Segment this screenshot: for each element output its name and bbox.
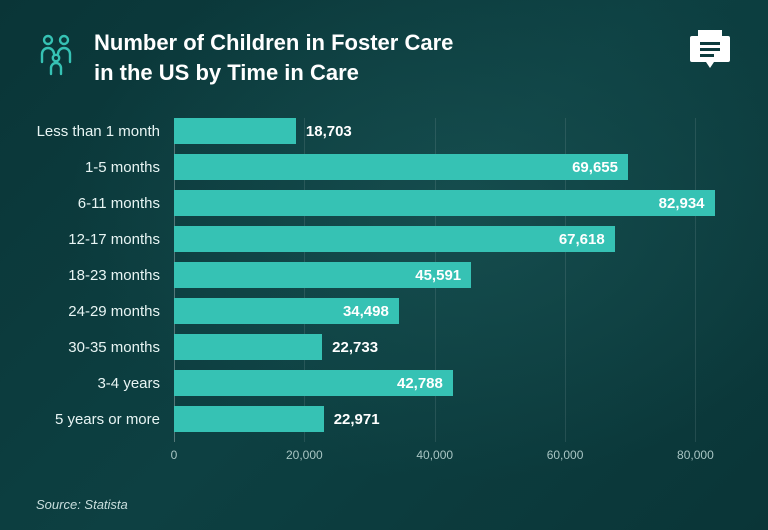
category-label: 1-5 months	[85, 159, 160, 176]
bar-row: 6-11 months82,934	[174, 190, 728, 216]
bar-chart: Less than 1 month18,7031-5 months69,6556…	[36, 118, 728, 470]
source-attribution: Source: Statista	[36, 497, 128, 512]
category-label: 30-35 months	[68, 339, 160, 356]
bar: 22,733	[174, 334, 322, 360]
family-icon	[36, 32, 76, 81]
bar-row: 12-17 months67,618	[174, 226, 728, 252]
bar: 18,703	[174, 118, 296, 144]
brand-logo-icon	[684, 22, 736, 79]
bar-row: 1-5 months69,655	[174, 154, 728, 180]
bar-value: 69,655	[572, 159, 628, 176]
bar-value: 18,703	[296, 123, 352, 140]
bar-value: 22,971	[324, 411, 380, 428]
bar: 67,618	[174, 226, 615, 252]
category-label: 24-29 months	[68, 303, 160, 320]
bar: 69,655	[174, 154, 628, 180]
bar-value: 34,498	[343, 303, 399, 320]
category-label: 3-4 years	[97, 375, 160, 392]
bar: 34,498	[174, 298, 399, 324]
bar-row: 5 years or more22,971	[174, 406, 728, 432]
title-line-1: Number of Children in Foster Care	[94, 30, 453, 55]
x-axis-ticks: 0 20,000 40,000 60,000 80,000	[174, 442, 728, 470]
category-label: Less than 1 month	[37, 123, 160, 140]
bar-value: 67,618	[559, 231, 615, 248]
bar: 45,591	[174, 262, 471, 288]
bar-value: 42,788	[397, 375, 453, 392]
category-label: 12-17 months	[68, 231, 160, 248]
bar-row: 24-29 months34,498	[174, 298, 728, 324]
chart-title: Number of Children in Foster Care in the…	[94, 28, 453, 87]
bar: 22,971	[174, 406, 324, 432]
title-line-2: in the US by Time in Care	[94, 60, 359, 85]
x-tick-label: 40,000	[416, 448, 453, 462]
bar-row: 18-23 months45,591	[174, 262, 728, 288]
category-label: 5 years or more	[55, 411, 160, 428]
bar-value: 82,934	[659, 195, 715, 212]
bar: 82,934	[174, 190, 715, 216]
x-tick-label: 80,000	[677, 448, 714, 462]
x-tick-label: 20,000	[286, 448, 323, 462]
x-tick-label: 0	[171, 448, 178, 462]
x-tick-label: 60,000	[547, 448, 584, 462]
bar-row: 3-4 years42,788	[174, 370, 728, 396]
bar: 42,788	[174, 370, 453, 396]
bar-value: 45,591	[415, 267, 471, 284]
bar-value: 22,733	[322, 339, 378, 356]
bar-row: Less than 1 month18,703	[174, 118, 728, 144]
bar-row: 30-35 months22,733	[174, 334, 728, 360]
header: Number of Children in Foster Care in the…	[0, 0, 768, 87]
category-label: 18-23 months	[68, 267, 160, 284]
category-label: 6-11 months	[78, 195, 160, 212]
plot-area: Less than 1 month18,7031-5 months69,6556…	[174, 118, 728, 442]
